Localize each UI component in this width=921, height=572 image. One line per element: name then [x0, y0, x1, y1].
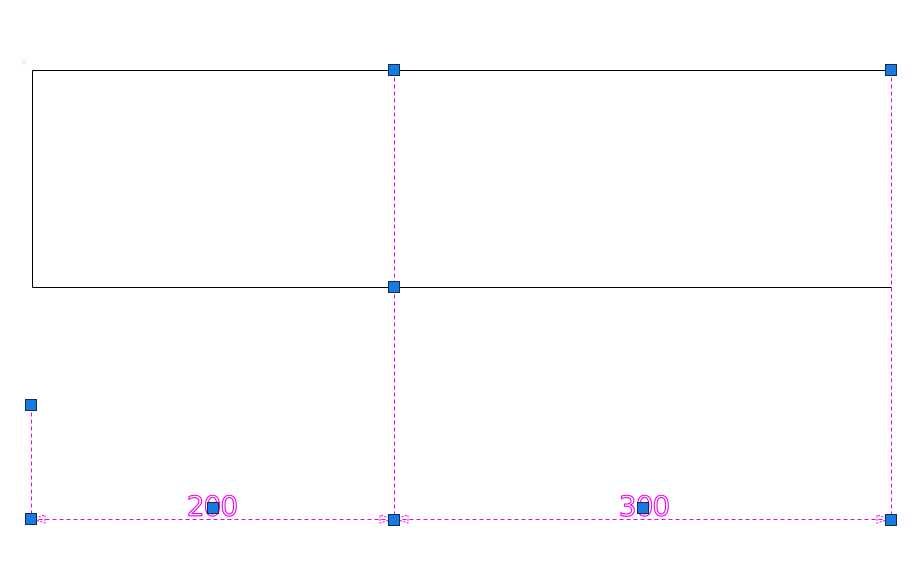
dim200-right-arrowhead[interactable] [379, 514, 395, 524]
dim300-right-arrowhead[interactable] [876, 514, 892, 524]
grip-ext-origin-right-top[interactable] [885, 64, 897, 76]
grip-ext-origin-left[interactable] [25, 399, 37, 411]
grip-dimline-left[interactable] [25, 513, 37, 525]
dim300-left-arrowhead[interactable] [393, 514, 409, 524]
grip-ext-origin-middle-top[interactable] [388, 64, 400, 76]
dim200-left-arrowhead[interactable] [30, 514, 46, 524]
grip-ext-origin-middle-rect[interactable] [388, 281, 400, 293]
grip-text-300[interactable] [637, 502, 649, 514]
grip-dimline-middle[interactable] [388, 514, 400, 526]
snap-marker: × [19, 55, 29, 69]
grip-text-200[interactable] [207, 502, 219, 514]
grip-dimline-right[interactable] [885, 514, 897, 526]
